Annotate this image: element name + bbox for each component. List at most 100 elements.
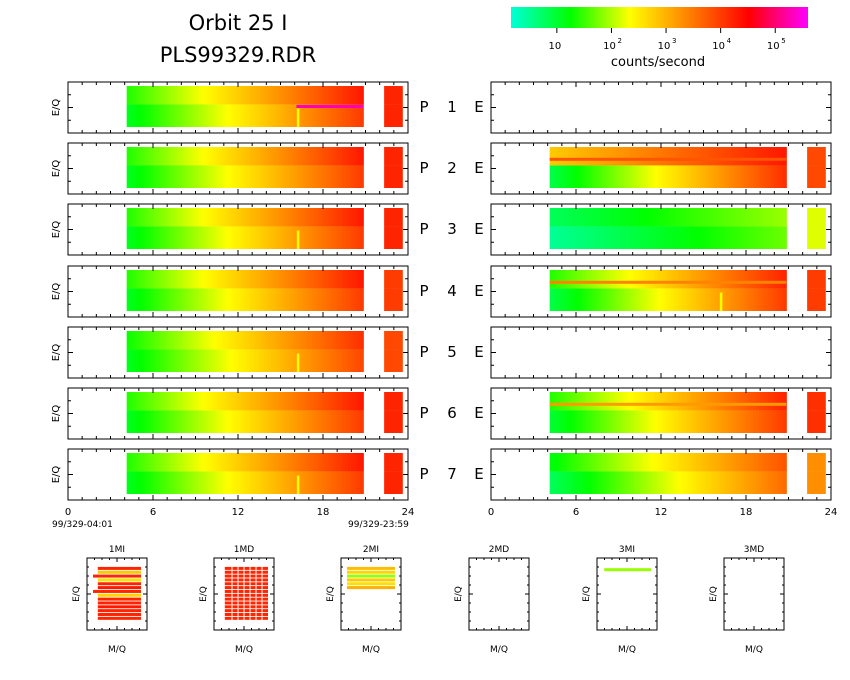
heatmap-cell — [243, 392, 248, 411]
row-label-e: E — [474, 404, 483, 422]
heatmap-cell — [759, 147, 763, 166]
heatmap-cell — [327, 453, 331, 472]
heatmap-cell — [234, 410, 239, 433]
heatmap-cell — [810, 226, 814, 249]
heatmap-cell — [807, 288, 811, 311]
heatmap-cell — [669, 471, 674, 494]
heatmap-cell — [762, 147, 766, 166]
heatmap-cell — [138, 165, 143, 188]
heatmap-cell — [249, 471, 254, 494]
heatmap-cell — [399, 165, 403, 188]
heatmap-cell — [627, 147, 632, 166]
heatmap-cell — [303, 86, 307, 105]
heatmap-cell — [186, 86, 191, 105]
heatmap-cell — [630, 270, 635, 289]
heatmap-cell — [222, 86, 227, 105]
heatmap-cell — [765, 288, 769, 311]
heatmap-cell — [258, 349, 263, 372]
heatmap-cell — [318, 165, 322, 188]
heatmap-cell — [597, 288, 602, 311]
heatmap-cell — [708, 471, 712, 494]
heatmap-cell — [399, 288, 403, 311]
heatmap-cell — [774, 165, 778, 188]
heatmap-cell — [396, 471, 400, 494]
heatmap-cell — [384, 86, 388, 105]
heatmap-cell — [651, 147, 656, 166]
heatmap-cell — [255, 471, 260, 494]
heatmap-cell — [171, 270, 176, 289]
mass-panel-frame — [723, 557, 785, 631]
heatmap-cell — [603, 288, 608, 311]
heatmap-cell — [198, 208, 203, 227]
heatmap-cell — [240, 349, 245, 372]
heatmap-cell — [744, 453, 748, 472]
heatmap-cell — [213, 392, 218, 411]
heatmap-cell — [660, 453, 665, 472]
mass-ylabel: E/Q — [709, 586, 719, 602]
heatmap-cell — [138, 86, 143, 105]
heatmap-cell — [657, 453, 662, 472]
heatmap-cell — [213, 410, 218, 433]
heatmap-cell — [555, 288, 560, 311]
heatmap-cell — [219, 270, 224, 289]
heatmap-cell — [165, 104, 170, 127]
heatmap-cell — [159, 165, 164, 188]
heatmap-cell — [225, 147, 230, 166]
heatmap-cell — [564, 165, 569, 188]
heatmap-cell — [552, 392, 557, 411]
heatmap-cell — [714, 208, 718, 227]
heatmap-cell — [159, 226, 164, 249]
heatmap-cell — [651, 288, 656, 311]
heatmap-cell — [165, 331, 170, 350]
heatmap-cell — [807, 471, 811, 494]
heatmap-spike — [296, 475, 300, 494]
heatmap-cell — [165, 208, 170, 227]
heatmap-cell — [327, 104, 331, 127]
heatmap-cell — [231, 331, 236, 350]
heatmap-cell — [294, 226, 298, 249]
heatmap-cell — [258, 410, 263, 433]
heatmap-cell — [588, 453, 593, 472]
heatmap-cell — [705, 453, 709, 472]
heatmap-cell — [561, 288, 566, 311]
mass-line — [97, 605, 141, 609]
heatmap-cell — [549, 147, 554, 166]
heatmap-cell — [270, 453, 275, 472]
heatmap-cell — [675, 288, 680, 311]
heatmap-cell — [810, 288, 814, 311]
heatmap-cell — [612, 288, 617, 311]
heatmap-cell — [576, 471, 581, 494]
heatmap-cell — [765, 226, 769, 249]
heatmap-cell — [576, 288, 581, 311]
heatmap-cell — [807, 147, 811, 166]
heatmap-cell — [342, 226, 346, 249]
heatmap-cell — [654, 165, 659, 188]
mass-line — [224, 566, 268, 570]
heatmap-cell — [186, 471, 191, 494]
heatmap-cell — [705, 147, 709, 166]
heatmap-cell — [390, 392, 394, 411]
heatmap-cell — [186, 410, 191, 433]
row-label-e: E — [474, 343, 483, 361]
mass-line — [97, 612, 141, 616]
heatmap-cell — [174, 147, 179, 166]
heatmap-cell — [624, 208, 629, 227]
heatmap-cell — [573, 165, 578, 188]
heatmap-cell — [219, 410, 224, 433]
heatmap-cell — [399, 349, 403, 372]
mass-line — [224, 597, 268, 601]
heatmap-cell — [129, 331, 134, 350]
heatmap-cell — [252, 270, 257, 289]
heatmap-cell — [726, 471, 730, 494]
heatmap-cell — [252, 331, 257, 350]
heatmap-cell — [138, 288, 143, 311]
heatmap-cell — [153, 331, 158, 350]
heatmap-cell — [129, 104, 134, 127]
heatmap-cell — [588, 410, 593, 433]
heatmap-cell — [624, 410, 629, 433]
heatmap-cell — [747, 208, 751, 227]
heatmap-cell — [222, 208, 227, 227]
heatmap-cell — [234, 147, 239, 166]
heatmap-cell — [324, 165, 328, 188]
heatmap-cell — [561, 392, 566, 411]
